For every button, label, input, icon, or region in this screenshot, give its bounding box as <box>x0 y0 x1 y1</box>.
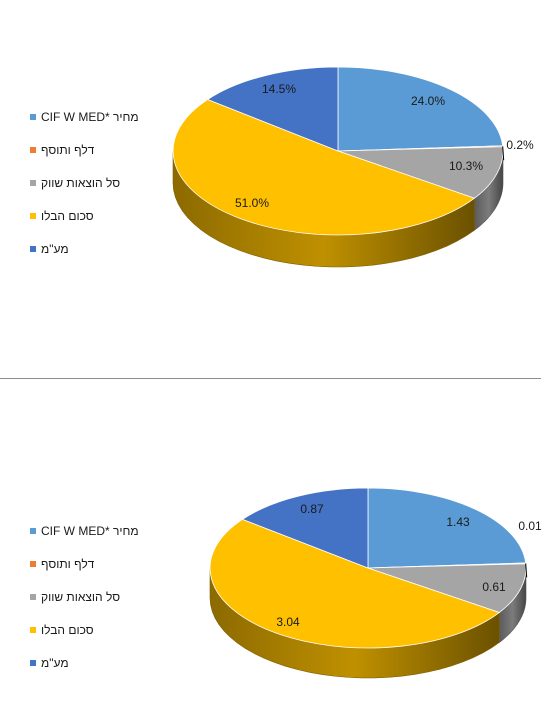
pie-plot: 24.0% 0.2% 10.3% 51.0% 14.5% <box>172 66 534 268</box>
legend-swatch <box>30 146 36 153</box>
slice-excise <box>209 518 501 649</box>
legend-label: מע"מ <box>41 655 69 670</box>
legend-swatch <box>30 113 36 120</box>
data-label-vat: 0.87 <box>300 502 324 516</box>
pie-top <box>172 66 504 236</box>
slice-vat <box>241 487 369 569</box>
legend-swatch <box>30 560 36 567</box>
legend-item-marketing-costs: סל הוצאות שווק <box>30 166 139 199</box>
legend-label: סכום הבלו <box>41 622 94 637</box>
legend-swatch <box>30 245 36 252</box>
legend-label: דלף ותוסף <box>41 556 95 571</box>
legend-item-excise: סכום הבלו <box>30 613 139 646</box>
legend-item-excise: סכום הבלו <box>30 199 139 232</box>
leader-line <box>502 146 505 161</box>
legend: CIF W MED* מחיר דלף ותוסף סל הוצאות שווק… <box>30 514 139 679</box>
leader-line <box>525 563 528 578</box>
legend-label: סכום הבלו <box>41 208 94 223</box>
pie-plot: 1.43 0.01 0.61 3.04 0.87 <box>209 487 542 679</box>
legend-item-cif-price: CIF W MED* מחיר <box>30 100 139 133</box>
data-label-excise: 3.04 <box>276 615 300 629</box>
legend-swatch <box>30 593 36 600</box>
data-label-marketing-costs: 0.61 <box>482 580 506 594</box>
data-label-cif-price: 24.0% <box>411 94 445 108</box>
slice-cif-price <box>367 487 527 569</box>
slice-excise <box>172 99 476 236</box>
legend-swatch <box>30 527 36 534</box>
legend-item-leakage: דלף ותוסף <box>30 133 139 166</box>
slice-vat <box>206 66 339 152</box>
legend-label: מע"מ <box>41 241 69 256</box>
data-label-leakage: 0.01 <box>518 519 542 533</box>
legend-label: CIF W MED* מחיר <box>41 109 139 124</box>
legend-item-vat: מע"מ <box>30 646 139 679</box>
legend-label: סל הוצאות שווק <box>41 589 121 604</box>
legend-swatch <box>30 626 36 633</box>
pie-top <box>209 487 527 649</box>
legend-label: CIF W MED* מחיר <box>41 523 139 538</box>
legend-swatch <box>30 659 36 666</box>
legend-label: סל הוצאות שווק <box>41 175 121 190</box>
legend-swatch <box>30 212 36 219</box>
divider <box>0 378 541 379</box>
legend-swatch <box>30 179 36 186</box>
data-label-excise: 51.0% <box>235 196 269 210</box>
legend-item-vat: מע"מ <box>30 232 139 265</box>
pie-chart-values: CIF W MED* מחיר דלף ותוסף סל הוצאות שווק… <box>0 385 552 718</box>
slice-cif-price <box>337 66 504 152</box>
data-label-vat: 14.5% <box>262 82 296 96</box>
pie-chart-percent: CIF W MED* מחיר דלף ותוסף סל הוצאות שווק… <box>30 66 534 268</box>
legend-item-leakage: דלף ותוסף <box>30 547 139 580</box>
legend-label: דלף ותוסף <box>41 142 95 157</box>
data-label-marketing-costs: 10.3% <box>449 159 483 173</box>
legend: CIF W MED* מחיר דלף ותוסף סל הוצאות שווק… <box>30 100 139 265</box>
data-label-leakage: 0.2% <box>506 138 534 152</box>
legend-item-cif-price: CIF W MED* מחיר <box>30 514 139 547</box>
data-label-cif-price: 1.43 <box>446 515 470 529</box>
legend-item-marketing-costs: סל הוצאות שווק <box>30 580 139 613</box>
